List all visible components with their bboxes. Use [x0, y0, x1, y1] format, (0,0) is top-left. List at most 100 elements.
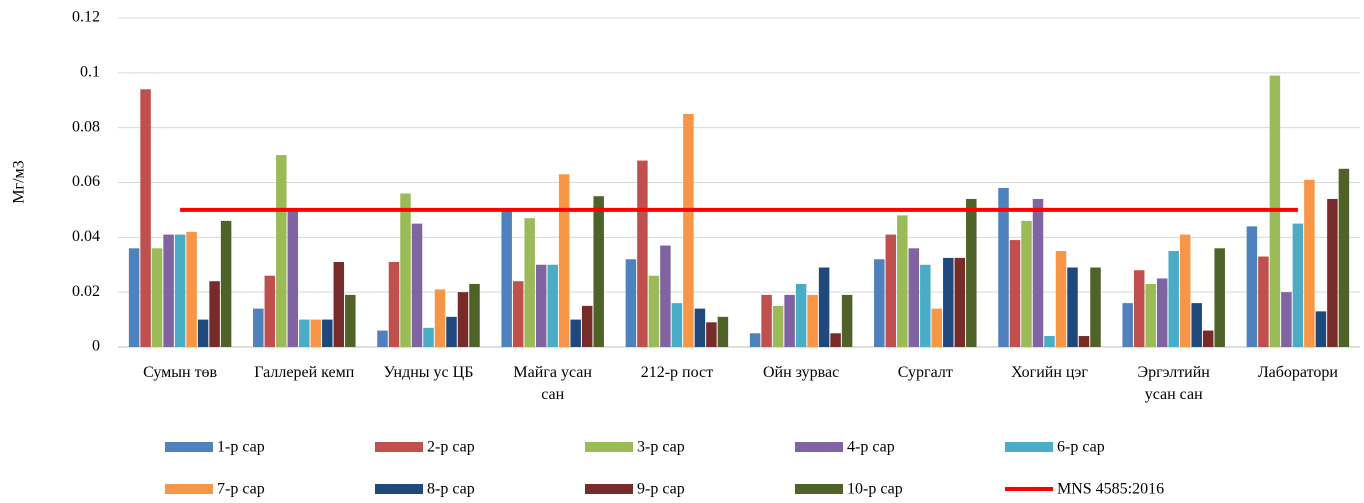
legend-swatch [375, 484, 423, 494]
bar [345, 294, 356, 347]
bar [1214, 248, 1225, 347]
bar [333, 262, 345, 347]
bar [818, 267, 830, 347]
bar [1338, 168, 1350, 347]
bar [671, 303, 683, 347]
bar [547, 264, 558, 347]
bar [660, 245, 671, 347]
bar [920, 264, 931, 347]
bar [253, 308, 264, 347]
bar [276, 155, 287, 347]
x-tick-label: Ойн зурвас [762, 364, 840, 381]
legend-label: 6-р сар [1057, 439, 1105, 456]
bar [388, 262, 400, 347]
bar [140, 89, 151, 348]
bar [434, 289, 446, 347]
bar [1304, 179, 1315, 347]
bar [1315, 311, 1327, 347]
bar [1055, 251, 1067, 347]
bar [897, 215, 908, 347]
bar [874, 259, 885, 347]
bar [1327, 198, 1338, 347]
x-tick-label: Лаборатори [1257, 364, 1338, 381]
bar [1246, 226, 1258, 347]
bar [469, 283, 480, 347]
y-axis-label: Мг/м3 [11, 160, 28, 203]
bar [197, 319, 209, 347]
y-tick-label: 0.04 [72, 228, 100, 245]
bar [457, 292, 469, 347]
bar [1044, 336, 1055, 347]
bar [637, 160, 648, 347]
legend-swatch [795, 484, 843, 494]
bar [1202, 330, 1214, 347]
x-tick-label: Галлерей кемп [254, 364, 355, 381]
legend-swatch [375, 442, 423, 452]
legend-label: 10-р сар [847, 481, 903, 498]
x-tick-label: Сургалт [897, 364, 953, 381]
bar [1009, 240, 1021, 347]
bar [151, 248, 163, 347]
bar [558, 174, 570, 347]
bar [264, 275, 276, 347]
legend-swatch [1005, 442, 1053, 452]
bar [209, 281, 220, 347]
legend-label: 3-р сар [637, 439, 685, 456]
legend-label: MNS 4585:2016 [1057, 481, 1164, 498]
bar [1179, 234, 1191, 347]
x-tick-label: Ундны ус ЦБ [383, 364, 474, 381]
bar [784, 294, 795, 347]
bar [943, 257, 954, 347]
bar [761, 294, 772, 347]
bar [1021, 220, 1032, 347]
bar [1281, 292, 1292, 347]
bar [163, 234, 174, 347]
bar [1191, 303, 1202, 347]
bar [841, 294, 853, 347]
bar [885, 234, 897, 347]
bar [931, 308, 943, 347]
x-tick-label: Сумын төв [143, 364, 218, 381]
bar [570, 319, 581, 347]
legend-label: 2-р сар [427, 439, 475, 456]
x-tick-label: Эргэлтийн усан сан [1137, 364, 1210, 403]
legend-label: 9-р сар [637, 481, 685, 498]
bar [446, 316, 457, 347]
bar [966, 198, 977, 347]
bar [1133, 270, 1145, 347]
bar [625, 259, 637, 347]
legend-label: 4-р сар [847, 439, 895, 456]
bar [411, 223, 423, 347]
bar [1168, 251, 1179, 347]
bar [423, 327, 434, 347]
bar [1292, 223, 1304, 347]
bar [535, 264, 547, 347]
y-tick-label: 0.1 [80, 64, 100, 81]
bar [908, 248, 920, 347]
bar [998, 187, 1009, 347]
bar [830, 333, 841, 347]
legend-label: 8-р сар [427, 481, 475, 498]
bar [1090, 267, 1101, 347]
bar [174, 234, 186, 347]
legend-swatch [585, 484, 633, 494]
legend-label: 7-р сар [217, 481, 265, 498]
bar [322, 319, 333, 347]
bar [1067, 267, 1078, 347]
x-tick-label: Майга усан сан [513, 364, 592, 403]
bar [186, 231, 197, 347]
bar [706, 322, 717, 347]
bar [1122, 303, 1133, 347]
bar [772, 305, 784, 347]
bar [287, 209, 299, 347]
bar [310, 319, 322, 347]
legend-swatch [585, 442, 633, 452]
bar [795, 283, 807, 347]
bar [400, 193, 411, 347]
bar [512, 281, 524, 347]
y-tick-label: 0.02 [72, 283, 100, 300]
bar [717, 316, 729, 347]
legend-swatch [165, 442, 213, 452]
bar [299, 319, 310, 347]
